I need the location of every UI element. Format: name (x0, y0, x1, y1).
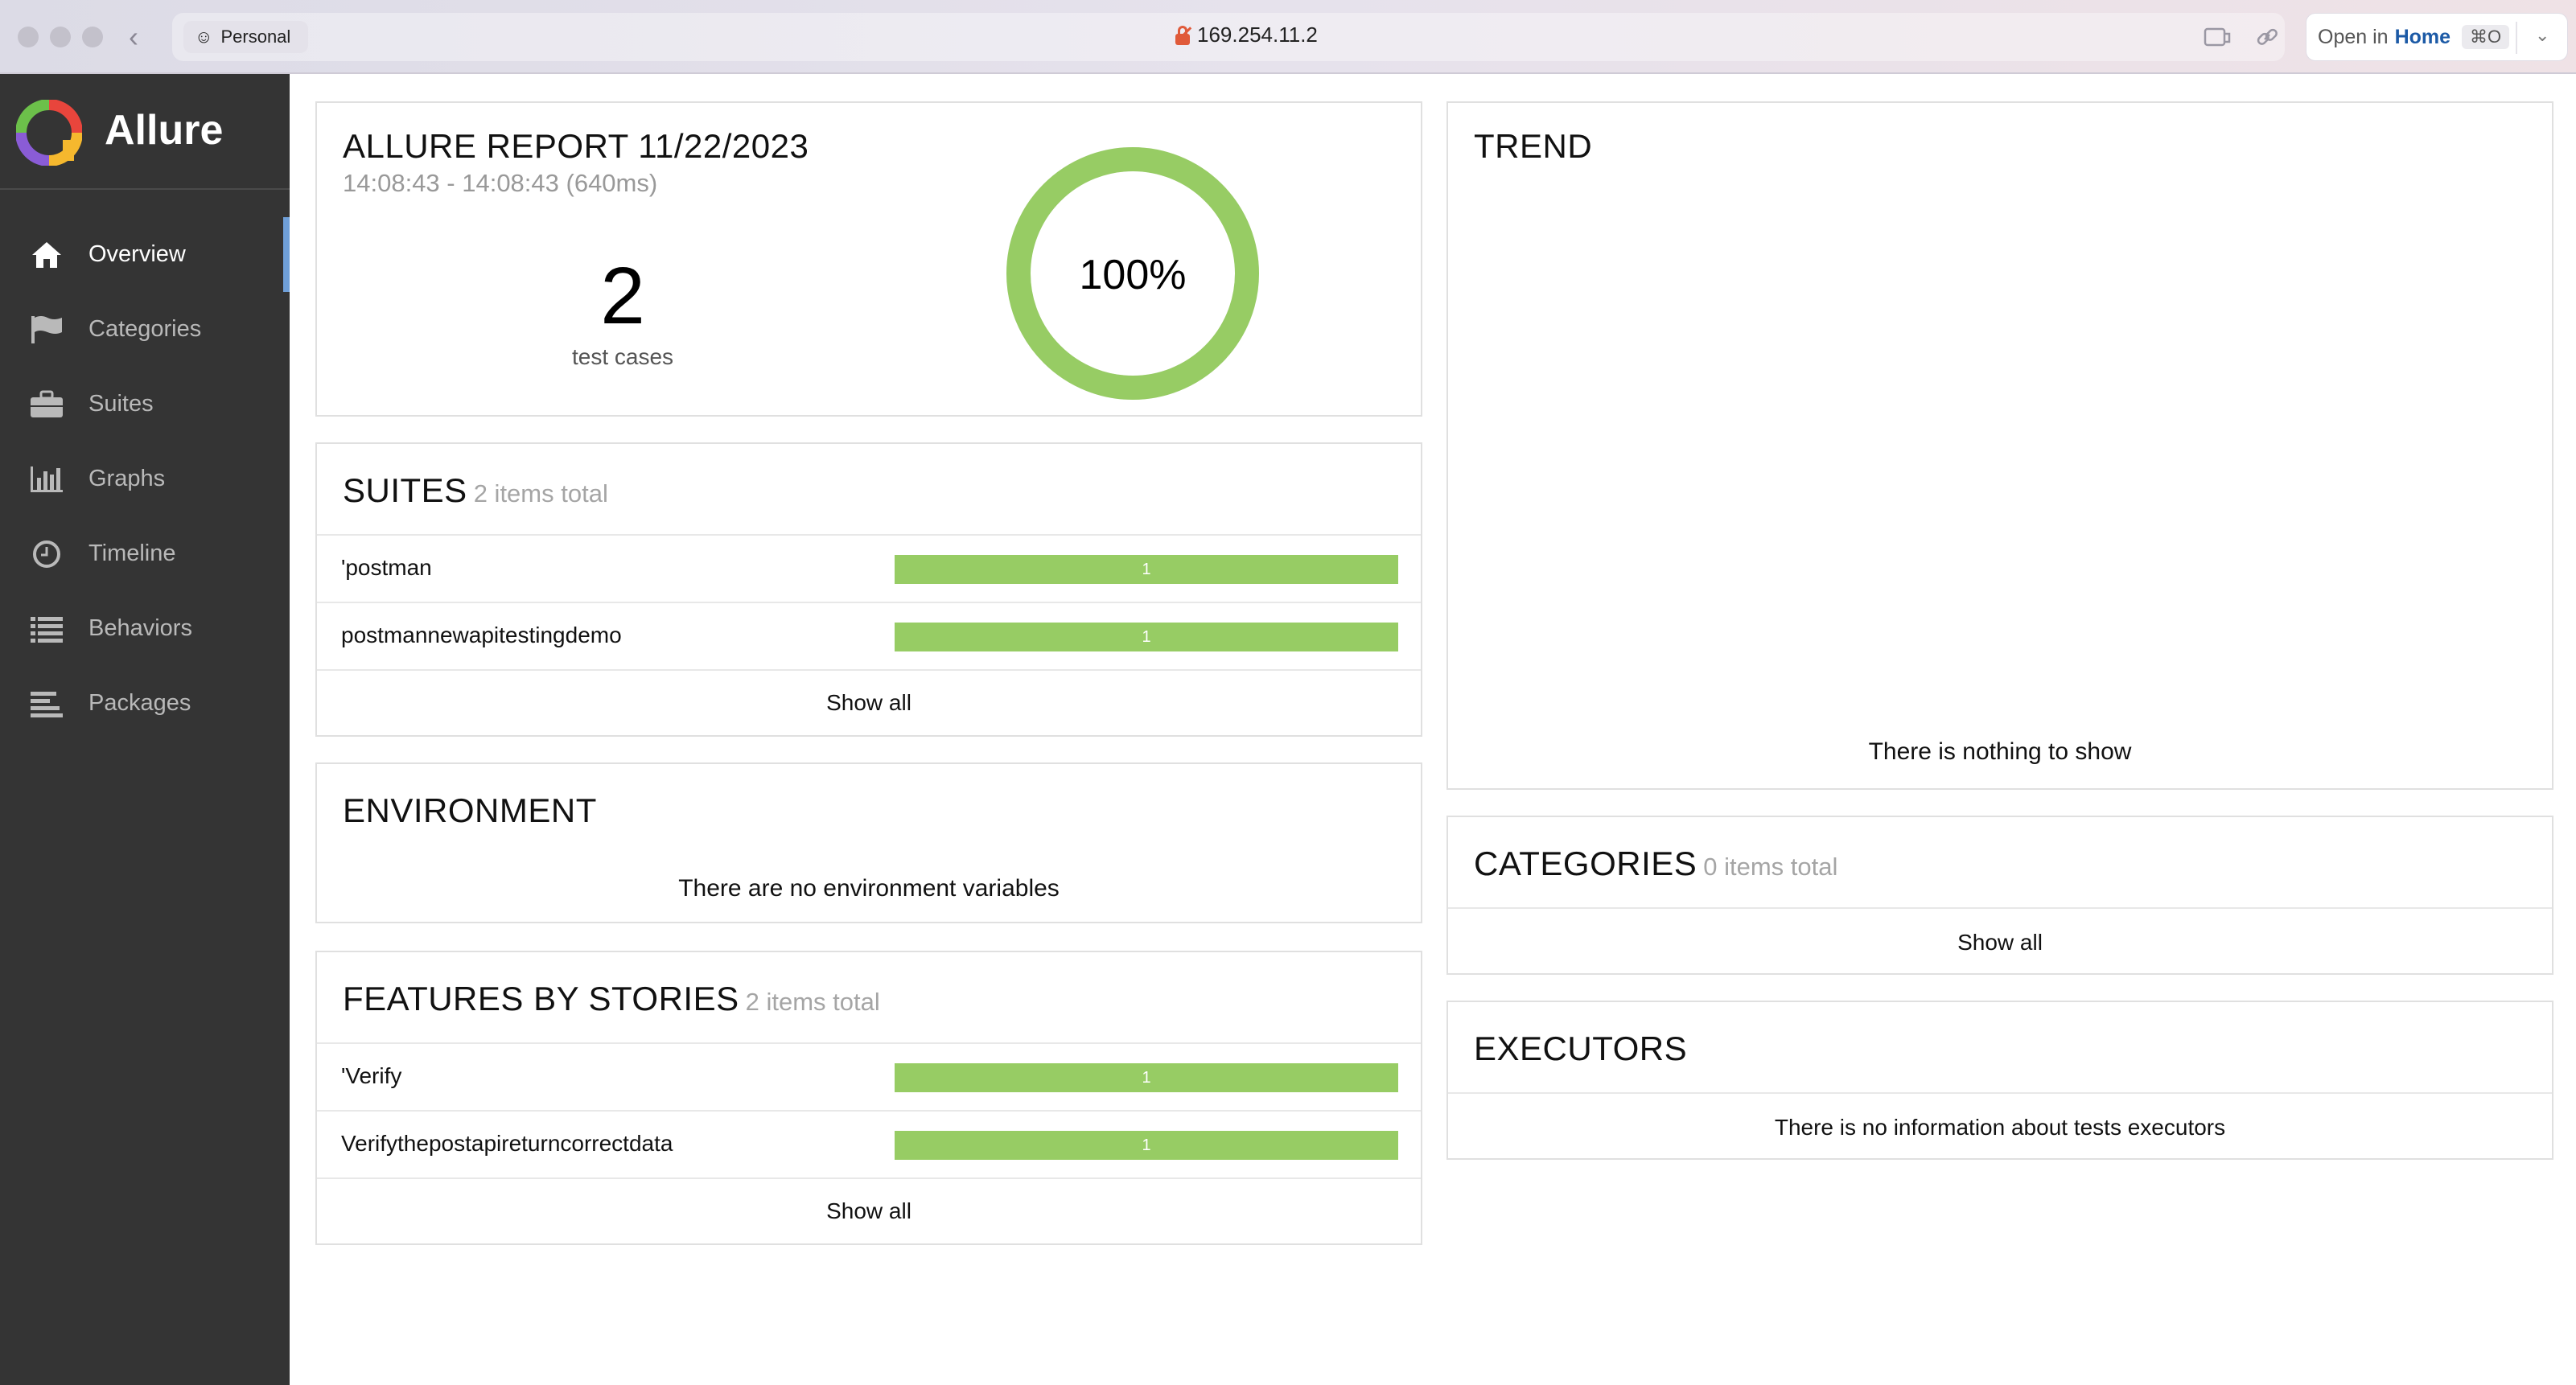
feature-row[interactable]: 'Verify 1 (317, 1042, 1421, 1110)
sidebar-item-label: Suites (88, 391, 154, 417)
brand-header[interactable]: Allure (0, 74, 290, 190)
sidebar-item-graphs[interactable]: Graphs (0, 442, 290, 516)
features-count: 2 items total (745, 988, 880, 1016)
close-window-button[interactable] (18, 27, 39, 47)
url-text: 169.254.11.2 (1197, 23, 1318, 47)
test-case-count: 2 (600, 251, 645, 341)
categories-show-all-link[interactable]: Show all (1957, 930, 2043, 955)
feature-status-bar[interactable]: 1 (895, 1063, 1398, 1092)
sidebar-item-label: Behaviors (88, 615, 192, 641)
donut-passed-arc (1006, 147, 1259, 400)
briefcase-icon (29, 388, 64, 421)
executors-message-row: There is no information about tests exec… (1448, 1092, 2552, 1160)
brand-name: Allure (105, 107, 224, 154)
report-time-range: 14:08:43 - 14:08:43 (640ms) (343, 169, 658, 197)
insecure-lock-icon (1175, 25, 1192, 45)
suite-status-bar[interactable]: 1 (895, 555, 1398, 584)
flag-icon (29, 314, 64, 346)
categories-title: CATEGORIES 0 items total (1474, 845, 1837, 883)
suites-show-all-link[interactable]: Show all (826, 690, 911, 715)
suites-count: 2 items total (473, 479, 608, 508)
categories-show-all-row[interactable]: Show all (1448, 907, 2552, 975)
feature-count: 1 (1142, 1068, 1151, 1087)
list-icon (29, 613, 64, 645)
sidebar-item-label: Categories (88, 316, 202, 342)
sidebar-item-overview[interactable]: Overview (0, 217, 290, 292)
trend-empty-message: There is nothing to show (1868, 738, 2132, 765)
open-in-app-button[interactable]: Open in Home ⌘O ⌄ (2306, 13, 2568, 61)
link-icon[interactable] (2253, 23, 2282, 51)
suites-title-text: SUITES (343, 471, 467, 509)
profile-icon: ☺ (195, 27, 213, 47)
suites-widget: SUITES 2 items total 'postman 1 postmanne… (315, 442, 1422, 737)
bar-chart-icon (29, 463, 64, 495)
clock-icon (29, 538, 64, 570)
success-rate-label: 100% (1079, 252, 1187, 298)
report-title: ALLURE REPORT 11/22/2023 (343, 127, 809, 165)
divider (2516, 22, 2517, 54)
feature-status-bar[interactable]: 1 (895, 1131, 1398, 1160)
browser-toolbar: ‹ ☺ Personal 169.254.11.2 Open in Home ⌘… (0, 0, 2576, 74)
suites-show-all-row[interactable]: Show all (317, 669, 1421, 737)
executors-title: EXECUTORS (1474, 1030, 1688, 1067)
suite-count: 1 (1142, 627, 1151, 646)
sidebar-item-packages[interactable]: Packages (0, 666, 290, 741)
sidebar-item-suites[interactable]: Suites (0, 367, 290, 442)
feature-row[interactable]: Verifythepostapireturncorrectdata 1 (317, 1110, 1421, 1177)
environment-title: ENVIRONMENT (343, 791, 597, 829)
address-bar[interactable] (172, 13, 2285, 61)
sidebar-nav: Overview Categories Suites Graphs Timeli… (0, 217, 290, 741)
profile-button[interactable]: ☺ Personal (183, 21, 309, 53)
back-icon[interactable]: ‹ (129, 20, 138, 53)
allure-logo-icon (16, 100, 82, 166)
open-in-shortcut: ⌘O (2462, 25, 2510, 49)
sidebar-item-label: Graphs (88, 466, 166, 491)
trend-widget: TREND There is nothing to show (1446, 101, 2553, 790)
categories-count: 0 items total (1703, 853, 1838, 881)
suite-name: 'postman (341, 555, 432, 580)
profile-label: Personal (220, 27, 291, 47)
features-show-all-link[interactable]: Show all (826, 1198, 911, 1223)
open-in-target: Home (2394, 25, 2451, 48)
suite-name: postmannewapitestingdemo (341, 623, 622, 647)
environment-empty-message: There are no environment variables (678, 875, 1060, 902)
feature-name: Verifythepostapireturncorrectdata (341, 1131, 673, 1156)
align-left-icon (29, 688, 64, 720)
environment-widget: ENVIRONMENT There are no environment var… (315, 762, 1422, 923)
home-icon (29, 239, 64, 271)
summary-widget: ALLURE REPORT 11/22/2023 14:08:43 - 14:0… (315, 101, 1422, 417)
suite-status-bar[interactable]: 1 (895, 623, 1398, 651)
feature-count: 1 (1142, 1136, 1151, 1154)
picture-in-picture-icon[interactable] (2203, 23, 2232, 51)
success-rate-donut[interactable] (1004, 145, 1261, 402)
features-title: FEATURES BY STORIES 2 items total (343, 980, 880, 1018)
sidebar-item-label: Packages (88, 690, 191, 716)
categories-title-text: CATEGORIES (1474, 845, 1697, 882)
minimize-window-button[interactable] (50, 27, 71, 47)
suites-title: SUITES 2 items total (343, 471, 608, 510)
test-case-label: test cases (571, 344, 674, 369)
sidebar-item-categories[interactable]: Categories (0, 292, 290, 367)
sidebar-item-behaviors[interactable]: Behaviors (0, 591, 290, 666)
executors-widget: EXECUTORS There is no information about … (1446, 1001, 2553, 1160)
open-in-prefix: Open in (2318, 25, 2389, 48)
features-title-text: FEATURES BY STORIES (343, 980, 739, 1017)
suite-row[interactable]: 'postman 1 (317, 534, 1421, 602)
suite-row[interactable]: postmannewapitestingdemo 1 (317, 602, 1421, 669)
address-text[interactable]: 169.254.11.2 (1175, 23, 1318, 47)
sidebar: Allure Overview Categories Suites Graphs (0, 74, 290, 1385)
suite-count: 1 (1142, 560, 1151, 578)
sidebar-item-label: Timeline (88, 540, 176, 566)
executors-empty-message: There is no information about tests exec… (1774, 1115, 2226, 1140)
zoom-window-button[interactable] (82, 27, 103, 47)
sidebar-item-label: Overview (88, 241, 186, 267)
chevron-down-icon[interactable]: ⌄ (2535, 25, 2550, 45)
categories-widget: CATEGORIES 0 items total Show all (1446, 816, 2553, 975)
feature-name: 'Verify (341, 1063, 402, 1088)
features-widget: FEATURES BY STORIES 2 items total 'Verify… (315, 951, 1422, 1245)
features-show-all-row[interactable]: Show all (317, 1177, 1421, 1245)
sidebar-item-timeline[interactable]: Timeline (0, 516, 290, 591)
trend-title: TREND (1474, 127, 1593, 165)
